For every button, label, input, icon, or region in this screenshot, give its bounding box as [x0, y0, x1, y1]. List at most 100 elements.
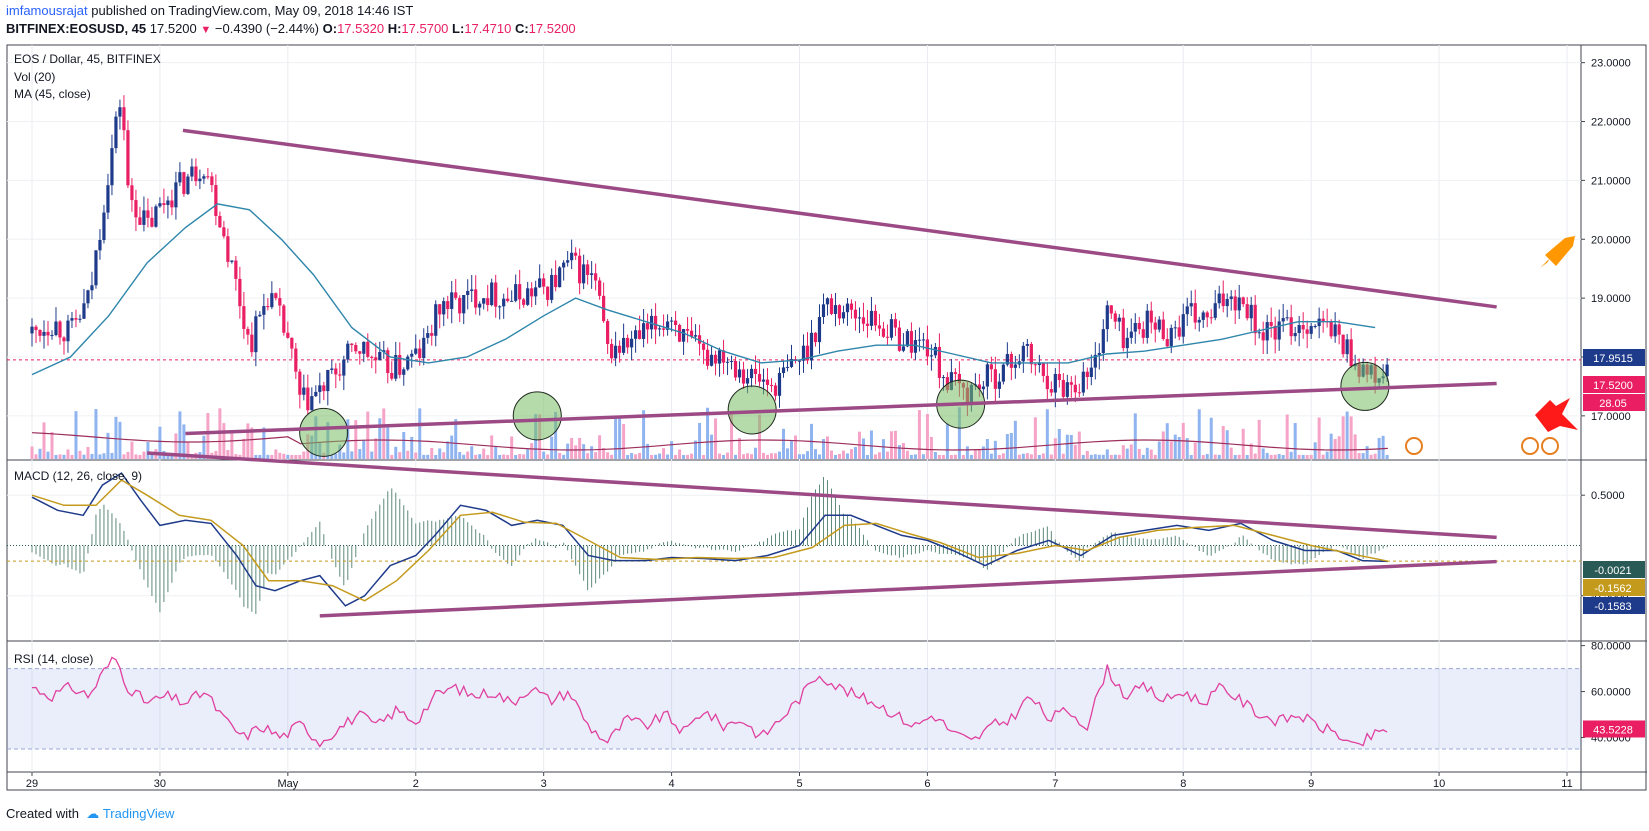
event-flag-icon — [1405, 437, 1423, 455]
volume-bar — [813, 449, 817, 459]
volume-bar — [1385, 454, 1389, 459]
volume-bar — [913, 454, 917, 459]
candle-body — [402, 369, 406, 375]
volume-bar — [905, 450, 909, 459]
candle-body — [330, 368, 334, 370]
volume-ma-line — [31, 432, 1388, 451]
volume-bar — [386, 427, 390, 459]
candle-body — [498, 306, 502, 308]
candle-body — [434, 304, 438, 336]
candle-body — [1297, 325, 1301, 334]
volume-bar — [1201, 454, 1205, 459]
volume-bar — [622, 424, 626, 459]
volume-bar — [226, 450, 230, 459]
candle-body — [458, 297, 462, 314]
candle-body — [442, 301, 446, 315]
candle-body — [426, 333, 430, 338]
macd-axis-badge — [1583, 579, 1645, 596]
x-tick-label: May — [277, 778, 298, 790]
volume-bar — [426, 454, 430, 459]
candle-body — [454, 292, 458, 298]
candle-body — [418, 348, 422, 359]
volume-bar — [801, 454, 805, 459]
volume-bar — [1021, 453, 1025, 459]
volume-bar — [1361, 453, 1365, 459]
candle-body — [530, 288, 534, 297]
candle-body — [286, 332, 290, 338]
x-tick-label: 2 — [413, 778, 419, 790]
volume-bar — [770, 453, 774, 459]
volume-bar — [1129, 444, 1133, 459]
volume-bar — [726, 452, 730, 459]
author-link[interactable]: imfamousrajat — [6, 3, 88, 18]
volume-bar — [446, 441, 450, 459]
volume-bar — [1109, 454, 1113, 459]
candle-body — [1229, 296, 1233, 300]
y-tick-label: 80.0000 — [1591, 641, 1631, 653]
volume-bar — [1297, 454, 1301, 459]
high-label: H: — [387, 21, 402, 36]
volume-bar — [470, 446, 474, 459]
candle-body — [610, 343, 614, 359]
candle-body — [921, 339, 926, 341]
volume-bar — [462, 454, 466, 459]
candle-body — [410, 353, 414, 357]
candle-body — [849, 303, 854, 310]
candle-body — [50, 335, 54, 337]
candle-body — [1261, 332, 1265, 341]
candle-body — [522, 299, 526, 305]
volume-bar — [142, 451, 146, 459]
volume-bar — [234, 454, 238, 459]
volume-bar — [586, 453, 590, 459]
candle-body — [1013, 364, 1017, 368]
candle-body — [46, 331, 50, 336]
volume-bar — [46, 451, 50, 459]
tradingview-brand-link[interactable]: TradingView — [102, 806, 175, 821]
candle-body — [741, 369, 746, 384]
candle-body — [717, 350, 722, 364]
volume-bar — [1053, 438, 1057, 459]
candle-body — [1009, 354, 1013, 368]
volume-bar — [1369, 454, 1373, 459]
candle-body — [785, 366, 790, 368]
candle-body — [917, 339, 922, 341]
candle-body — [1245, 304, 1249, 319]
volume-bar — [1117, 454, 1121, 459]
y-tick-label: 60.0000 — [1591, 687, 1631, 699]
y-tick-label: 20.0000 — [1591, 234, 1631, 246]
volume-bar — [1145, 447, 1149, 459]
candle-body — [797, 360, 802, 362]
volume-bar — [346, 419, 350, 459]
price-axis-badge — [1583, 376, 1645, 393]
y-tick-label: 22.0000 — [1591, 117, 1631, 129]
volume-bar — [434, 454, 438, 459]
candle-body — [1205, 312, 1209, 318]
candle-body — [222, 227, 226, 237]
volume-bar — [981, 446, 985, 459]
candle-body — [689, 330, 694, 337]
symbol-label: BITFINEX:EOSUSD, 45 — [6, 21, 147, 36]
volume-bar — [1245, 455, 1249, 459]
macd-axis-badge — [1583, 597, 1645, 614]
macd-pane-title: MACD (12, 26, close, 9) — [14, 469, 143, 483]
volume-bar — [1197, 409, 1201, 459]
volume-bar — [186, 442, 190, 459]
volume-bar — [817, 454, 821, 459]
candle-body — [977, 384, 981, 390]
volume-bar — [1177, 437, 1181, 459]
volume-bar — [270, 454, 274, 459]
volume-bar — [1373, 453, 1377, 459]
candle-body — [202, 176, 206, 179]
volume-bar — [246, 423, 250, 459]
candle-body — [765, 379, 770, 385]
volume-bar — [642, 410, 646, 459]
candle-body — [230, 260, 234, 262]
rsi-axis-badge — [1583, 720, 1645, 738]
candle-body — [1181, 314, 1185, 337]
low-label: L: — [452, 21, 465, 36]
volume-bar — [1365, 446, 1369, 459]
candle-body — [638, 330, 642, 339]
candle-body — [526, 288, 530, 305]
volume-bar — [734, 454, 738, 459]
